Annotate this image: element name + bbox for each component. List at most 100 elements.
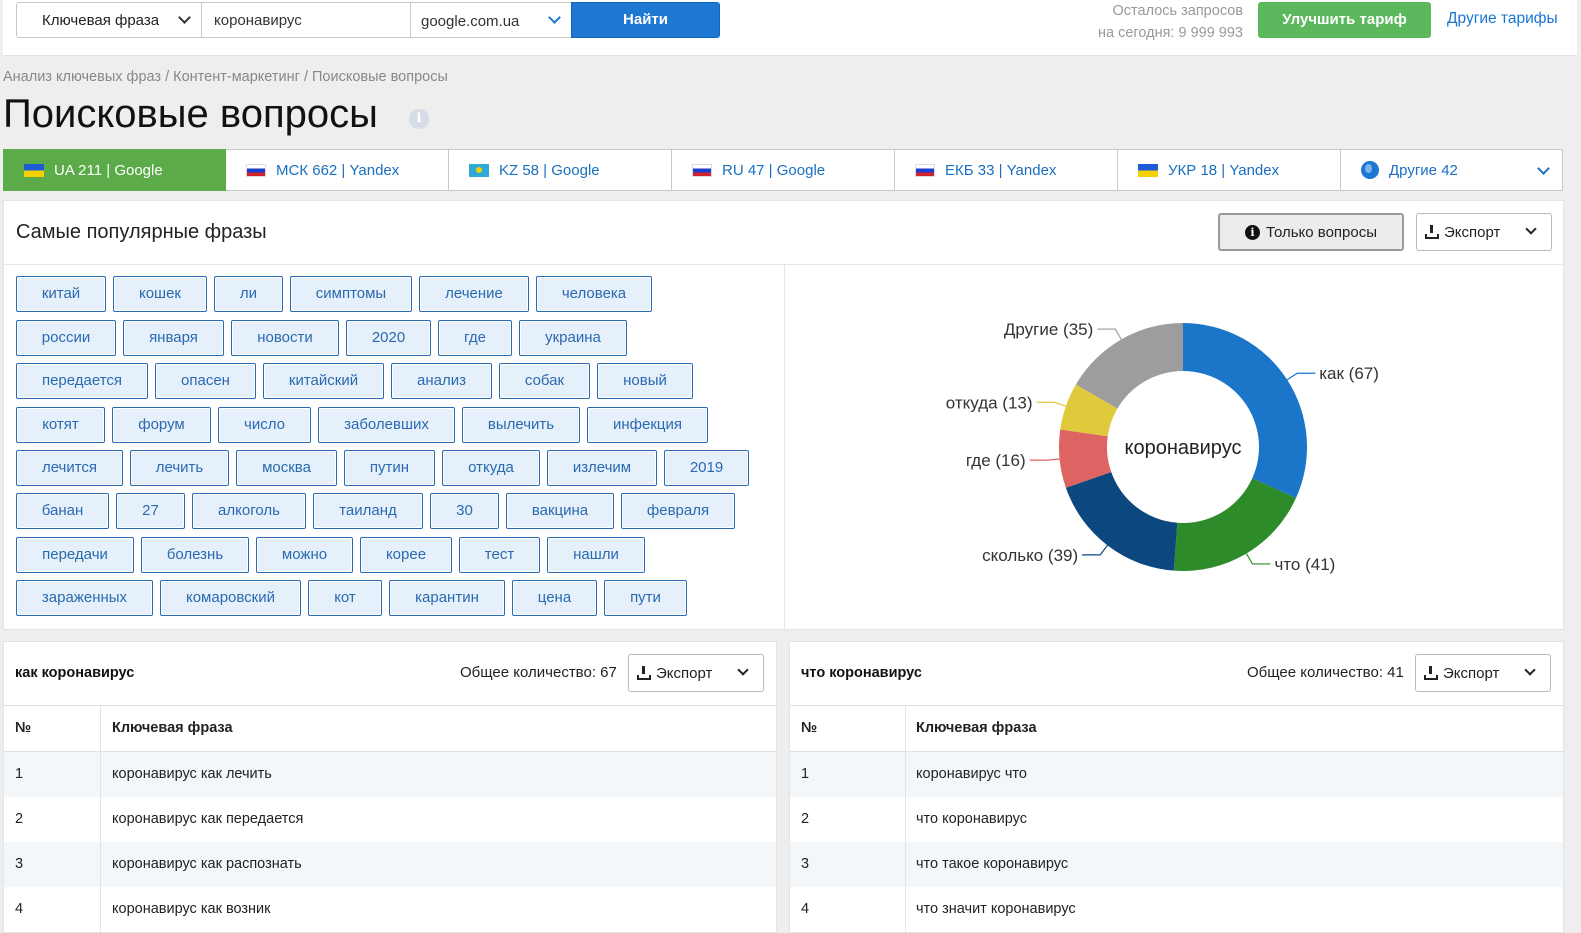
donut-slice-4[interactable] bbox=[1060, 384, 1118, 437]
phrase-tag[interactable]: украина bbox=[519, 320, 627, 356]
phrase-tag[interactable]: число bbox=[218, 407, 311, 443]
phrase-tag[interactable]: лечить bbox=[130, 450, 229, 486]
phrase-tag[interactable]: симптомы bbox=[290, 276, 412, 312]
tab-kz-google[interactable]: KZ 58 | Google bbox=[449, 149, 672, 191]
export-button[interactable]: Экспорт bbox=[1415, 654, 1551, 692]
phrase-tag[interactable]: нашли bbox=[547, 537, 645, 573]
phrase-tag[interactable]: собак bbox=[499, 363, 590, 399]
phrase-tag[interactable]: лечение bbox=[419, 276, 529, 312]
tab-msk-yandex[interactable]: МСК 662 | Yandex bbox=[226, 149, 449, 191]
table-row[interactable]: 1 коронавирус как лечить bbox=[4, 752, 776, 797]
phrase-tag[interactable]: новый bbox=[597, 363, 693, 399]
table-row[interactable]: 4 что значит коронавирус bbox=[790, 887, 1563, 932]
search-type-select[interactable]: Ключевая фраза bbox=[16, 2, 202, 38]
phrase-tag[interactable]: комаровский bbox=[160, 580, 301, 616]
tab-ukr-yandex[interactable]: УКР 18 | Yandex bbox=[1118, 149, 1341, 191]
table-row[interactable]: 2 коронавирус как передается bbox=[4, 797, 776, 842]
flag-ukraine-icon bbox=[1138, 163, 1158, 177]
only-questions-button[interactable]: i Только вопросы bbox=[1218, 213, 1404, 251]
phrase-tag[interactable]: 30 bbox=[430, 493, 499, 529]
upgrade-tariff-button[interactable]: Улучшить тариф bbox=[1258, 2, 1431, 38]
phrase-tag[interactable]: путин bbox=[344, 450, 435, 486]
table-row[interactable]: 2 что коронавирус bbox=[790, 797, 1563, 842]
tab-ru-google[interactable]: RU 47 | Google bbox=[672, 149, 895, 191]
phrase-tag[interactable]: москва bbox=[236, 450, 337, 486]
column-divider bbox=[100, 706, 101, 751]
slice-label: как (67) bbox=[1319, 364, 1379, 383]
column-number[interactable]: № bbox=[15, 720, 32, 736]
table-row[interactable]: 1 коронавирус что bbox=[790, 752, 1563, 797]
donut-slice-5[interactable] bbox=[1075, 323, 1183, 409]
phrase-tag[interactable]: банан bbox=[16, 493, 109, 529]
tab-ua-google[interactable]: UA 211 | Google bbox=[3, 149, 226, 191]
phrase-tag[interactable]: человека bbox=[536, 276, 652, 312]
phrase-tag[interactable]: ли bbox=[214, 276, 283, 312]
leader-line bbox=[1286, 372, 1316, 381]
phrase-tag[interactable]: карантин bbox=[389, 580, 505, 616]
phrase-tag[interactable]: россии bbox=[16, 320, 116, 356]
phrase-tag[interactable]: 27 bbox=[116, 493, 185, 529]
table-row[interactable]: 3 что такое коронавирус bbox=[790, 842, 1563, 887]
phrase-tag[interactable]: лечится bbox=[16, 450, 123, 486]
phrase-tag[interactable]: передается bbox=[16, 363, 148, 399]
phrase-tag[interactable]: вылечить bbox=[462, 407, 580, 443]
chevron-down-icon bbox=[178, 11, 191, 24]
table-row[interactable]: 3 коронавирус как распознать bbox=[4, 842, 776, 887]
other-tariffs-link[interactable]: Другие тарифы bbox=[1447, 10, 1558, 27]
phrase-tag[interactable]: где bbox=[438, 320, 512, 356]
phrase-tag[interactable]: таиланд bbox=[313, 493, 423, 529]
search-input[interactable] bbox=[202, 2, 411, 38]
phrase-tag[interactable]: инфекция bbox=[587, 407, 708, 443]
phrase-tag[interactable]: можно bbox=[256, 537, 353, 573]
phrase-tag[interactable]: новости bbox=[231, 320, 339, 356]
phrase-tag[interactable]: опасен bbox=[155, 363, 256, 399]
phrase-tag[interactable]: болезнь bbox=[141, 537, 249, 573]
phrase-tag[interactable]: цена bbox=[512, 580, 597, 616]
column-number[interactable]: № bbox=[801, 720, 818, 736]
tab-ekb-yandex[interactable]: ЕКБ 33 | Yandex bbox=[895, 149, 1118, 191]
phrase-tag[interactable]: тест bbox=[459, 537, 540, 573]
leader-line bbox=[1036, 401, 1067, 407]
phrase-tag[interactable]: котят bbox=[16, 407, 105, 443]
column-phrase[interactable]: Ключевая фраза bbox=[916, 720, 1037, 736]
download-icon bbox=[1424, 666, 1438, 680]
phrase-tag[interactable]: китай bbox=[16, 276, 106, 312]
column-phrase[interactable]: Ключевая фраза bbox=[112, 720, 233, 736]
info-icon[interactable]: i bbox=[409, 109, 429, 129]
phrase-tag[interactable]: 2020 bbox=[346, 320, 431, 356]
phrase-tag[interactable]: форум bbox=[112, 407, 211, 443]
column-divider bbox=[905, 752, 906, 797]
phrase-tag[interactable]: алкоголь bbox=[192, 493, 306, 529]
phrase-tag[interactable]: заболевших bbox=[318, 407, 455, 443]
phrase-tag[interactable]: излечим bbox=[547, 450, 657, 486]
phrase-tag[interactable]: января bbox=[123, 320, 224, 356]
donut-slice-0[interactable] bbox=[1183, 323, 1307, 499]
domain-select[interactable]: google.com.ua bbox=[410, 2, 572, 38]
phrase-tag[interactable]: откуда bbox=[442, 450, 540, 486]
phrase-tag[interactable]: анализ bbox=[391, 363, 492, 399]
row-number: 2 bbox=[801, 811, 810, 827]
phrase-tag[interactable]: февраля bbox=[621, 493, 735, 529]
donut-slice-1[interactable] bbox=[1173, 478, 1297, 571]
phrase-tag[interactable]: кошек bbox=[113, 276, 207, 312]
phrase-tag[interactable]: передачи bbox=[16, 537, 134, 573]
flag-russia-icon bbox=[692, 163, 712, 177]
export-button[interactable]: Экспорт bbox=[1416, 213, 1552, 251]
table-row[interactable]: 4 коронавирус как возник bbox=[4, 887, 776, 932]
tab-label: ЕКБ 33 | Yandex bbox=[945, 161, 1057, 179]
table-title: что коронавирус bbox=[801, 665, 922, 681]
tab-other-regions[interactable]: Другие 42 bbox=[1341, 149, 1563, 191]
phrase-tag[interactable]: китайский bbox=[263, 363, 384, 399]
donut-slice-3[interactable] bbox=[1059, 429, 1112, 488]
phrase-tag[interactable]: пути bbox=[604, 580, 687, 616]
donut-slice-2[interactable] bbox=[1065, 471, 1178, 571]
phrase-tag[interactable]: зараженных bbox=[16, 580, 153, 616]
phrase-tag[interactable]: кот bbox=[308, 580, 382, 616]
find-button[interactable]: Найти bbox=[571, 2, 720, 38]
download-icon bbox=[637, 666, 651, 680]
export-button[interactable]: Экспорт bbox=[628, 654, 764, 692]
phrase-tag[interactable]: корее bbox=[360, 537, 452, 573]
row-number: 1 bbox=[801, 766, 810, 782]
phrase-tag[interactable]: 2019 bbox=[664, 450, 749, 486]
phrase-tag[interactable]: вакцина bbox=[506, 493, 614, 529]
